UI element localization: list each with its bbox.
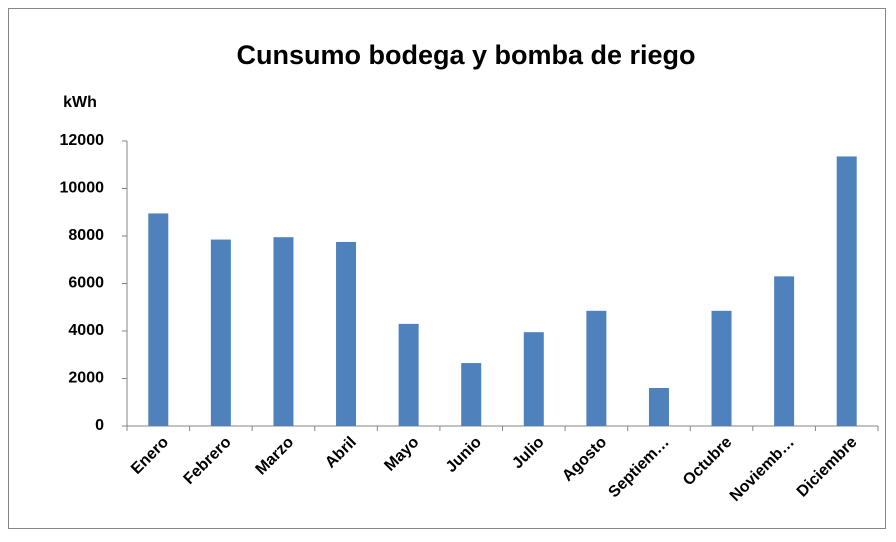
bar	[586, 310, 607, 426]
bar	[210, 239, 231, 426]
y-tick-label: 10000	[60, 180, 105, 197]
bar	[648, 388, 669, 426]
bar	[711, 310, 732, 426]
bar	[774, 276, 795, 426]
bar	[461, 363, 482, 426]
bar	[836, 156, 857, 426]
bar	[148, 213, 169, 426]
bar	[523, 332, 544, 426]
y-tick-label: 6000	[68, 275, 104, 292]
bar	[336, 241, 357, 426]
y-tick-label: 8000	[68, 227, 104, 244]
bar	[398, 323, 419, 426]
y-tick-label: 2000	[68, 370, 104, 387]
y-tick-label: 12000	[60, 132, 105, 149]
chart-title: Cunsumo bodega y bomba de riego	[236, 40, 695, 70]
y-tick-label: 0	[95, 417, 104, 434]
y-tick-label: 4000	[68, 322, 104, 339]
chart-frame	[8, 8, 886, 529]
bar	[273, 237, 294, 426]
y-axis-label: kWh	[63, 94, 97, 111]
